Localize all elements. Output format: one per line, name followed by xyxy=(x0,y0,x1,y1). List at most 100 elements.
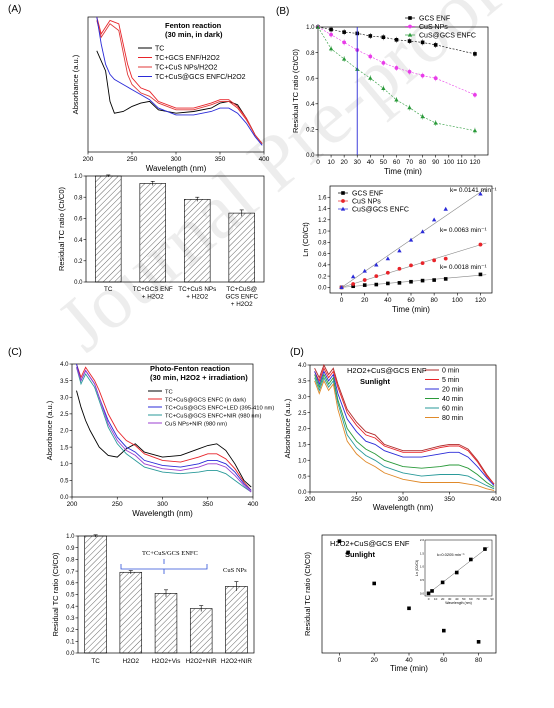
inset-point xyxy=(483,547,487,551)
chart-subtitle: Sunlight xyxy=(360,377,390,386)
series-line xyxy=(317,26,475,55)
panel-d-spectra: 200 250 300 350 400 0.0 0.5 1.0 1.5 2.0 2.5 3.0 3.5 4… xyxy=(283,363,502,512)
legend-label: TC xyxy=(165,390,173,396)
data-point xyxy=(350,274,356,279)
data-point xyxy=(408,237,414,242)
y-tick-label: 4.0 xyxy=(298,363,307,369)
x-tick-label: 100 xyxy=(452,297,463,304)
inset-x-tick: 50 xyxy=(462,597,466,601)
data-point xyxy=(368,75,373,80)
panel-letter: (C) xyxy=(8,347,22,358)
data-point xyxy=(328,46,334,51)
series-line xyxy=(96,16,263,144)
inset-x-tick: 70 xyxy=(476,597,480,601)
bar xyxy=(228,212,255,283)
y-tick-label: 0.4 xyxy=(318,263,327,269)
y-tick-label: 1.0 xyxy=(306,25,315,31)
data-point xyxy=(329,27,333,32)
x-axis-label: Time (min) xyxy=(384,167,422,176)
chart-title: Fenton reaction xyxy=(165,21,222,30)
data-point xyxy=(476,640,481,644)
y-tick-label: 0.4 xyxy=(66,604,75,610)
x-tick-label: 350 xyxy=(202,501,213,508)
x-tick-label: 50 xyxy=(380,159,388,166)
series-line xyxy=(314,363,495,485)
series-line xyxy=(96,20,263,144)
data-point xyxy=(394,38,399,42)
y-tick-label: 0.8 xyxy=(306,51,315,57)
legend-marker xyxy=(408,24,412,29)
y-tick-label: 0.6 xyxy=(306,76,315,82)
inset-x-tick: 30 xyxy=(448,597,452,601)
y-tick-label: 0.1 xyxy=(66,640,75,646)
category-label: TC xyxy=(104,286,113,293)
x-tick-label: 70 xyxy=(406,159,414,166)
y-tick-label: 1.0 xyxy=(66,534,75,540)
x-tick-label: 40 xyxy=(384,297,392,304)
x-tick-label: 300 xyxy=(157,501,168,508)
rate-annotation: k= 0.0063 min⁻¹ xyxy=(440,227,487,234)
y-tick-label: 1.5 xyxy=(298,443,307,449)
legend-label: CuS@GCS ENFC xyxy=(419,33,476,40)
legend-label: TC+CuS@GCS ENFC/H2O2 xyxy=(155,74,246,81)
y-tick-label: 0.0 xyxy=(306,153,315,159)
legend-label: 5 min xyxy=(442,377,459,384)
x-tick-label: 350 xyxy=(444,496,455,503)
legend-marker xyxy=(341,191,345,195)
data-point xyxy=(433,76,438,81)
y-tick-label: 0.5 xyxy=(60,479,69,485)
rate-annotation: k= 0.0018 min⁻¹ xyxy=(440,264,487,271)
plot-frame xyxy=(85,175,265,283)
data-point xyxy=(351,282,356,286)
chart-title: H2O2+CuS@GCS ENF xyxy=(347,366,427,375)
panel-letter: (B) xyxy=(276,6,289,17)
y-tick-label: 2.0 xyxy=(60,429,69,435)
x-tick-label: 80 xyxy=(431,297,439,304)
data-point xyxy=(381,86,386,91)
legend-label: GCS ENF xyxy=(419,16,450,23)
data-point xyxy=(433,120,438,125)
legend-marker xyxy=(407,32,413,37)
y-tick-label: 3.5 xyxy=(60,379,69,385)
y-tick-label: 0.2 xyxy=(306,128,315,134)
category-label: H2O2+NIR xyxy=(186,658,217,665)
y-tick-label: 0.2 xyxy=(74,259,83,265)
data-point xyxy=(362,283,367,287)
x-tick-label: 40 xyxy=(367,159,375,166)
x-tick-label: 110 xyxy=(457,159,468,166)
inset-y-tick: 1.5 xyxy=(420,551,425,555)
y-axis-label: Residual TC ratio (Ct/C0) xyxy=(51,552,60,637)
data-point xyxy=(385,256,391,261)
series-line xyxy=(76,367,252,493)
inset-x-tick: 10 xyxy=(434,597,438,601)
data-point xyxy=(397,281,402,285)
series-line xyxy=(314,373,495,488)
series-line xyxy=(76,367,252,493)
legend-label: CuS@GCS ENFC xyxy=(352,207,409,214)
data-point xyxy=(420,278,425,283)
chart-subtitle: Sunlight xyxy=(345,550,375,559)
category-label: TC+CuS NPs xyxy=(178,286,216,293)
x-tick-label: 400 xyxy=(491,496,502,503)
legend-label: TC xyxy=(155,46,164,53)
legend-marker xyxy=(340,206,346,211)
panel-b-kinetics: 0 10 20 30 40 50 60 70 80 90 100 110 120 0.0 0.2 0.4 0.6… xyxy=(291,16,489,176)
x-tick-label: 300 xyxy=(398,496,409,503)
x-tick-label: 200 xyxy=(305,496,316,503)
x-axis-label: Wavelength (nm) xyxy=(146,164,207,173)
inset-fit-line xyxy=(428,546,489,594)
data-point xyxy=(433,43,438,47)
legend-label: CuS NPs xyxy=(352,199,381,206)
y-tick-label: 0.0 xyxy=(318,286,327,292)
data-point xyxy=(374,282,379,287)
legend-label: CuS NPs+NIR (980 nm) xyxy=(165,422,227,428)
inset-point xyxy=(469,557,473,562)
y-axis-label: Residual TC ratio (Ct/C0) xyxy=(303,551,312,636)
data-point xyxy=(432,278,436,282)
x-tick-label: 100 xyxy=(443,159,454,166)
data-point xyxy=(397,266,402,271)
bar xyxy=(189,608,213,654)
inset-point xyxy=(454,570,459,575)
data-point xyxy=(472,128,478,133)
